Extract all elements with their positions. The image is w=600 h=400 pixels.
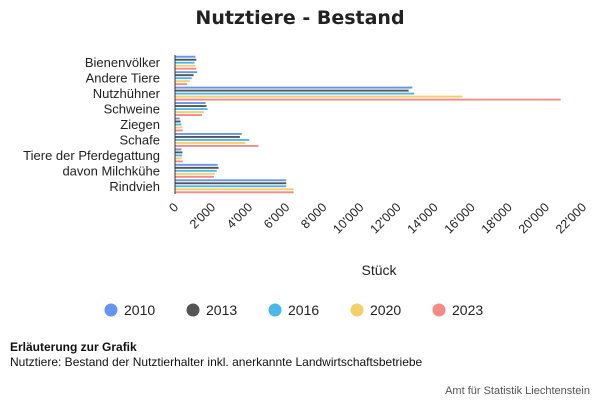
bar: [175, 148, 182, 151]
bar: [175, 80, 190, 83]
bar: [175, 117, 180, 120]
bar: [175, 185, 287, 188]
bar: [175, 83, 188, 86]
bar: [175, 166, 219, 169]
bar: [175, 163, 218, 166]
bar: [175, 138, 250, 141]
x-tick-label: 18'000: [479, 200, 515, 236]
note-heading: Erläuterung zur Grafik: [10, 340, 137, 354]
bar: [175, 132, 242, 135]
legend-marker: [432, 303, 446, 317]
source-credit: Amt für Statistik Liechtenstein: [445, 385, 590, 397]
category-label: Schafe: [120, 132, 160, 147]
category-label: Tiere der Pferdegattung: [23, 148, 160, 163]
x-tick-label: 4'000: [224, 200, 255, 231]
bar: [175, 123, 182, 126]
bar: [175, 120, 181, 123]
bar: [175, 144, 259, 147]
x-tick-label: 6'000: [261, 200, 292, 231]
bar: [175, 71, 198, 74]
bar: [175, 92, 415, 95]
bar: [175, 95, 463, 98]
note-text: Nutztiere: Bestand der Nutztierhalter in…: [10, 355, 423, 369]
legend-label: 2013: [206, 302, 237, 318]
x-tick-label: 12'000: [367, 200, 403, 236]
bar: [175, 105, 207, 108]
x-tick-label: 0: [166, 200, 181, 215]
x-tick-label: 10'000: [330, 200, 366, 236]
bar: [175, 98, 561, 101]
legend-marker: [186, 303, 200, 317]
bar: [175, 111, 204, 114]
category-label: Ziegen: [120, 117, 160, 132]
category-label: Rindvieh: [109, 179, 160, 194]
bars-group: [175, 55, 561, 194]
bar: [175, 141, 246, 144]
legend-marker: [350, 303, 364, 317]
bar: [175, 61, 195, 64]
bar: [175, 179, 287, 182]
bar: [175, 175, 214, 178]
x-tick-label: 2'000: [187, 200, 218, 231]
legend-marker: [104, 303, 118, 317]
bar: [175, 64, 196, 67]
bar: [175, 74, 194, 77]
legend-label: 2023: [452, 302, 483, 318]
legend-label: 2020: [370, 302, 401, 318]
bar: [175, 191, 294, 194]
bar: [175, 77, 192, 80]
x-tick-label: 8'000: [298, 200, 329, 231]
bar: [175, 188, 294, 191]
x-axis-title: Stück: [361, 262, 397, 278]
x-tick-label: 22'000: [553, 200, 589, 236]
bar: [175, 151, 183, 154]
x-tick-label: 20'000: [516, 200, 552, 236]
category-label: Andere Tiere: [86, 71, 160, 86]
bar: [175, 182, 287, 185]
bar: [175, 160, 183, 163]
category-label: Schweine: [104, 102, 160, 117]
bar: [175, 126, 183, 129]
category-label: davon Milchkühe: [62, 163, 160, 178]
bar: [175, 55, 196, 58]
legend-label: 2010: [124, 302, 155, 318]
legend-marker: [268, 303, 282, 317]
bar: [175, 135, 240, 138]
category-label: Bienenvölker: [85, 55, 161, 70]
bar: [175, 108, 208, 111]
bar: [175, 172, 215, 175]
chart-title: Nutztiere - Bestand: [195, 7, 405, 29]
bar: [175, 89, 409, 92]
category-label: Nutzhühner: [93, 86, 161, 101]
bar: [175, 86, 413, 89]
x-tick-label: 14'000: [405, 200, 441, 236]
bar: [175, 157, 182, 160]
x-tick-labels: 0 2'000 4'000 6'000 8'000 10'000 12'000 14'000 1…: [166, 200, 589, 236]
x-tick-label: 16'000: [442, 200, 478, 236]
legend: 2010 2013 2016 2020 2023: [104, 302, 483, 318]
bar: [175, 169, 217, 172]
legend-label: 2016: [288, 302, 319, 318]
bar: [175, 102, 206, 105]
bar: [175, 114, 202, 117]
bar: [175, 154, 183, 157]
bar: [175, 58, 197, 61]
bar: [175, 67, 197, 70]
bar: [175, 129, 183, 132]
